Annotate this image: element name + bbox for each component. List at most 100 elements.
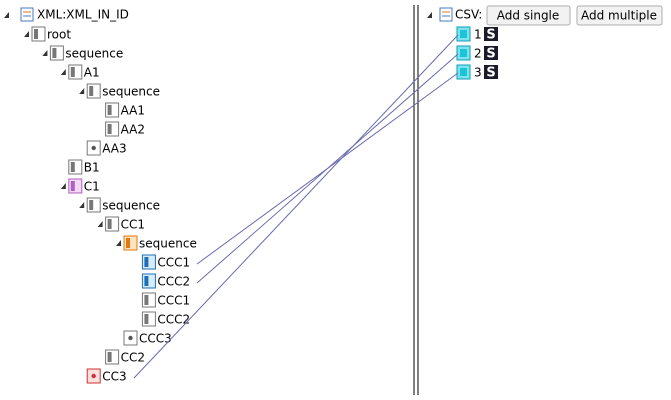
- icon-bar: [107, 124, 112, 134]
- node-label[interactable]: root: [47, 28, 71, 42]
- icon-bar: [144, 257, 149, 267]
- icon-box: [31, 26, 46, 42]
- icon-bar: [126, 238, 130, 248]
- icon-dot: [91, 145, 96, 151]
- expand-arrow[interactable]: [97, 221, 103, 227]
- expand-arrow[interactable]: [79, 88, 85, 94]
- badge-label: S: [486, 47, 495, 62]
- node-label[interactable]: CCC2: [157, 275, 190, 289]
- node-icon: [141, 292, 156, 308]
- csv-row-icon: [456, 64, 471, 80]
- icon-box: [123, 235, 138, 251]
- icon-box: [141, 311, 156, 327]
- icon-dot: [128, 335, 133, 341]
- node-label[interactable]: sequence: [102, 199, 160, 213]
- icon-box: [86, 197, 101, 213]
- icon-dot: [91, 373, 96, 379]
- icon-box: [105, 102, 120, 118]
- icon-box: [141, 254, 156, 270]
- node-icon: [105, 216, 120, 232]
- node-label[interactable]: AA1: [121, 104, 145, 118]
- expand-arrow[interactable]: [60, 69, 66, 75]
- expand-arrow[interactable]: [427, 12, 432, 18]
- xml-title: XML:XML_IN_ID: [37, 8, 129, 22]
- csv-row-icon: [456, 26, 471, 42]
- xml-tree: rootsequenceA1sequenceAA1AA2AA3B1C1seque…: [24, 26, 197, 384]
- icon-box: [49, 45, 64, 61]
- icon-bar: [144, 276, 149, 286]
- node-icon: [86, 368, 101, 384]
- icon-bar: [70, 162, 75, 172]
- node-icon: [123, 235, 138, 251]
- csv-row-label[interactable]: 2: [474, 47, 482, 61]
- node-label[interactable]: sequence: [102, 85, 160, 99]
- node-label[interactable]: sequence: [139, 237, 197, 251]
- node-label[interactable]: CC1: [121, 218, 145, 232]
- csv-row-label[interactable]: 1: [474, 28, 482, 42]
- node-label[interactable]: CCC1: [157, 256, 190, 270]
- icon-box: [68, 64, 83, 80]
- node-icon: [68, 178, 83, 194]
- node-icon: [105, 349, 120, 365]
- node-label[interactable]: B1: [84, 161, 100, 175]
- csv-title: CSV:: [455, 8, 482, 22]
- icon-box: [86, 83, 101, 99]
- icon-box: [141, 273, 156, 289]
- badge-label: S: [486, 66, 495, 81]
- node-icon: [105, 121, 120, 137]
- add-single-button[interactable]: Add single: [486, 5, 571, 26]
- icon-bar: [70, 181, 75, 191]
- expand-arrow[interactable]: [60, 183, 66, 189]
- expand-arrow[interactable]: [79, 202, 85, 208]
- icon-bar: [144, 295, 149, 305]
- node-icon: [31, 26, 46, 42]
- node-icon: [86, 197, 101, 213]
- node-label[interactable]: CC3: [102, 370, 126, 384]
- node-label[interactable]: C1: [84, 180, 100, 194]
- node-label[interactable]: CCC3: [139, 332, 172, 346]
- icon-bar: [107, 352, 112, 362]
- icon-bar: [89, 200, 94, 210]
- badge-box: [484, 46, 498, 60]
- csv-row-label[interactable]: 3: [474, 66, 482, 80]
- icon-bar: [52, 48, 57, 58]
- csv-row-icon: [456, 45, 471, 61]
- node-icon: [68, 64, 83, 80]
- expand-arrow[interactable]: [24, 31, 29, 37]
- node-label[interactable]: CCC2: [157, 313, 190, 327]
- xml-root-icon: [20, 7, 34, 22]
- node-label[interactable]: AA3: [102, 142, 126, 156]
- add-multiple-button[interactable]: Add multiple: [576, 5, 663, 26]
- mapping-line: [133, 34, 459, 379]
- node-icon: [141, 311, 156, 327]
- node-icon: [86, 140, 101, 156]
- node-icon: [105, 102, 120, 118]
- mapping-line: [196, 53, 459, 284]
- node-icon: [123, 330, 138, 346]
- node-icon: [49, 45, 64, 61]
- button-label[interactable]: Add single: [497, 9, 560, 23]
- csv-icon: [439, 7, 453, 22]
- expand-arrow[interactable]: [116, 240, 121, 246]
- node-icon: [68, 159, 83, 175]
- button-label[interactable]: Add multiple: [581, 9, 657, 23]
- badge-label: S: [486, 28, 495, 43]
- node-label[interactable]: CC2: [121, 351, 145, 365]
- mapping-lines: [133, 34, 459, 379]
- icon-box: [105, 216, 120, 232]
- node-label[interactable]: sequence: [65, 47, 123, 61]
- badge-box: [484, 27, 498, 41]
- node-label[interactable]: CCC1: [157, 294, 190, 308]
- icon-bar: [89, 86, 94, 96]
- icon-box: [141, 292, 156, 308]
- node-label[interactable]: A1: [84, 66, 100, 80]
- expand-arrow[interactable]: [42, 50, 48, 56]
- expand-arrow[interactable]: [4, 12, 9, 18]
- node-icon: [141, 273, 156, 289]
- icon-box: [68, 159, 83, 175]
- node-label[interactable]: AA2: [121, 123, 145, 137]
- icon-bar: [70, 67, 75, 77]
- icon-face: [460, 30, 467, 38]
